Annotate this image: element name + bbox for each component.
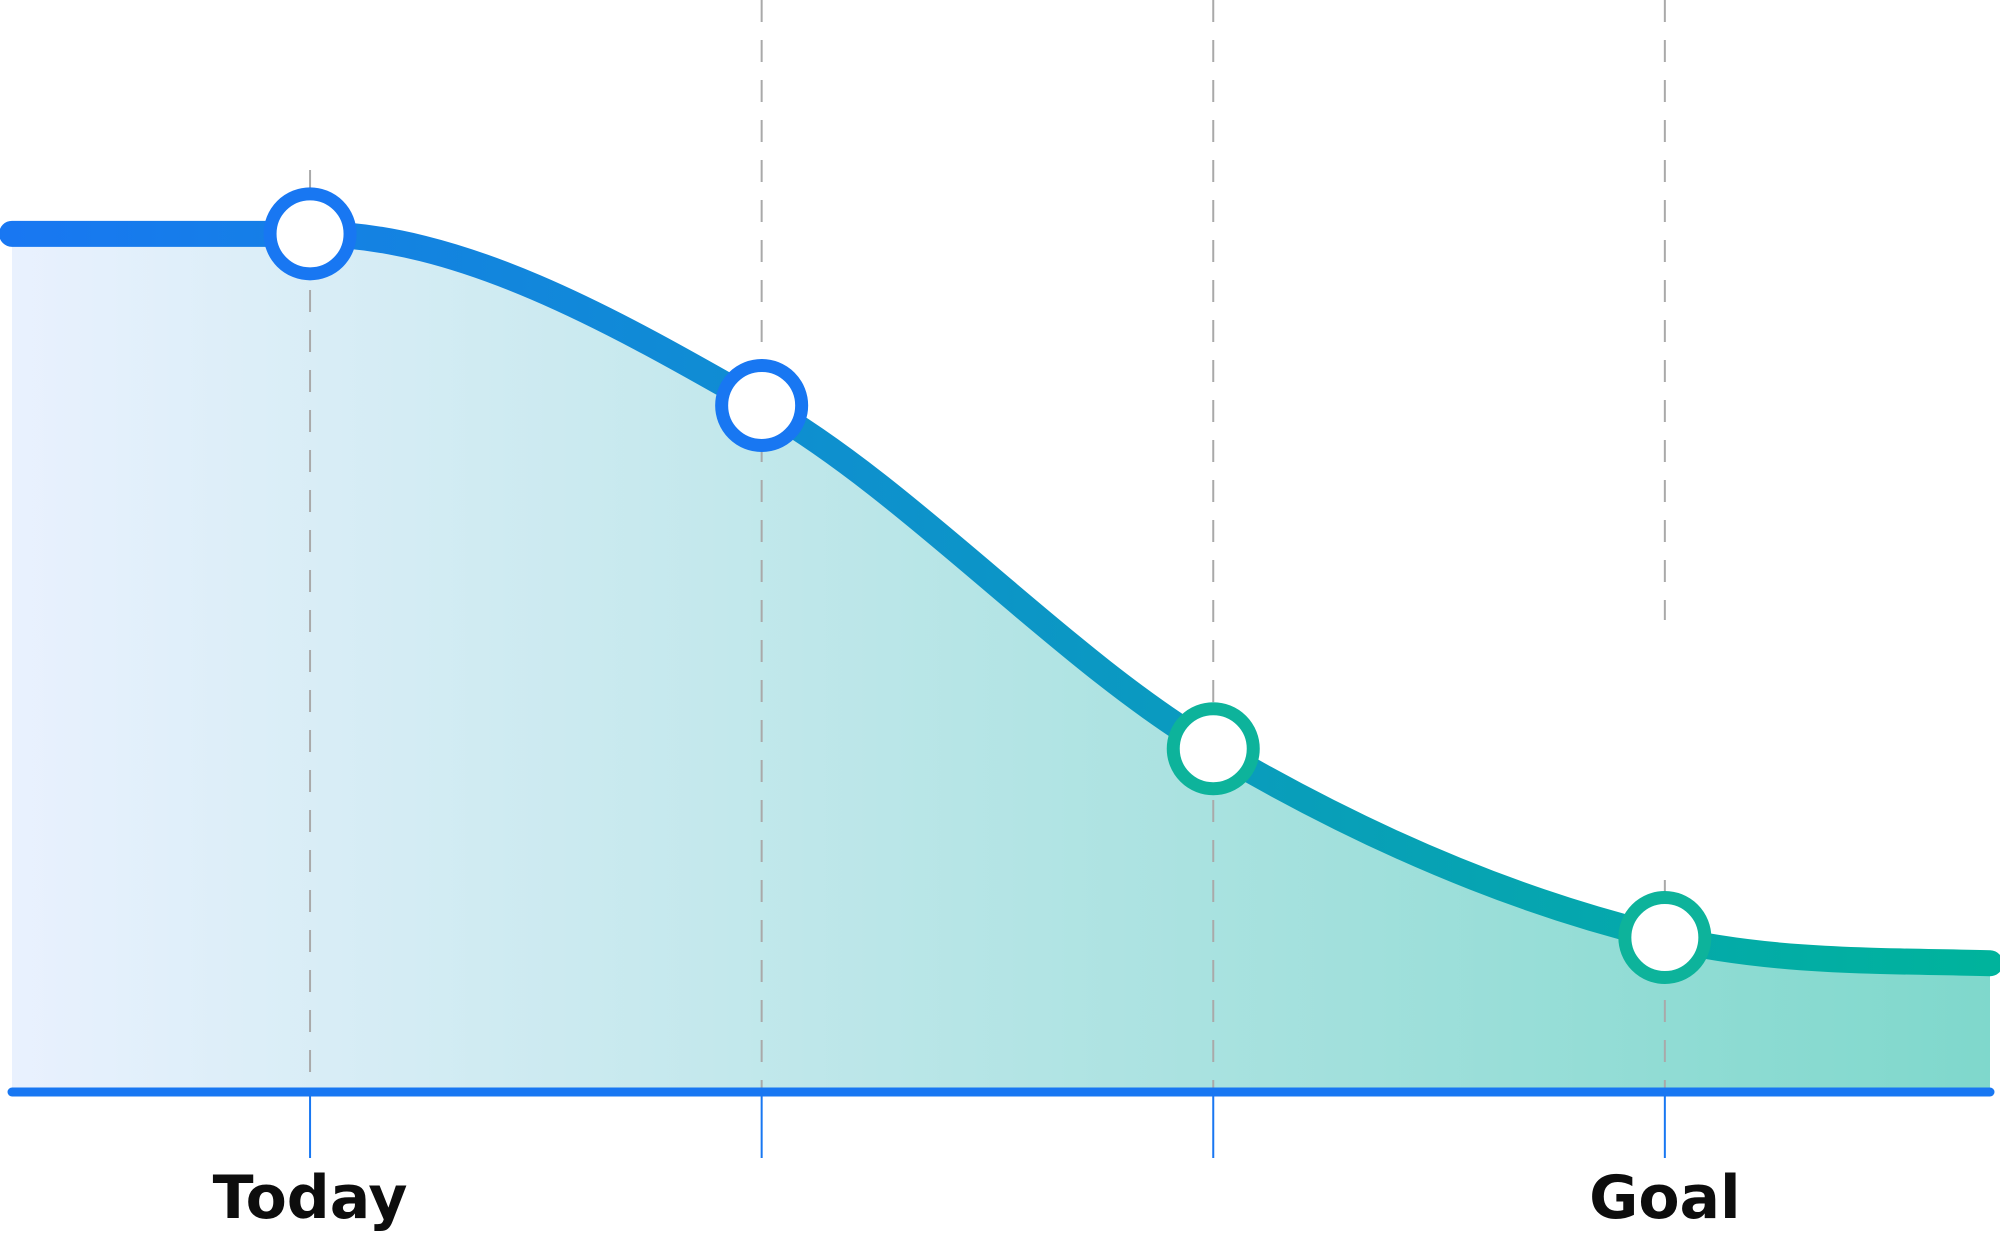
gridlines-layer (309, 0, 1671, 1092)
data-point-marker (263, 187, 357, 281)
x-tick-label: Goal (1589, 1163, 1741, 1233)
data-points-layer (263, 187, 1712, 985)
x-axis-layer (7, 1087, 1995, 1158)
area-fill-layer (12, 233, 1990, 1092)
x-tick-label: Today (213, 1163, 408, 1233)
gridline-gap (1658, 620, 1671, 865)
tick-labels-layer: Today Goal (213, 1163, 1741, 1233)
data-point-marker (1166, 702, 1260, 796)
data-point-marker (715, 358, 809, 452)
data-point-marker (1618, 891, 1712, 985)
area-fill (12, 233, 1990, 1092)
